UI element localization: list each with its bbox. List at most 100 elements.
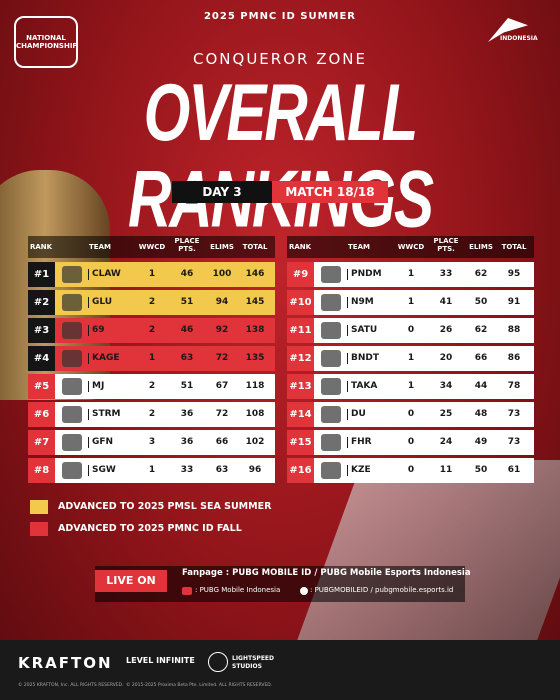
team-name: GLU: [92, 297, 113, 307]
elims-cell: 50: [474, 465, 488, 475]
team-divider: [347, 437, 348, 448]
team-logo: [321, 462, 341, 479]
total-cell: 78: [507, 381, 521, 391]
table-row: #7 GFN 3 36 66 102: [28, 430, 275, 455]
team-name: KAGE: [92, 353, 120, 363]
metal-decoration: [297, 460, 560, 640]
team-divider: [88, 269, 89, 280]
wwcd-cell: 2: [148, 325, 156, 335]
logo-left: NATIONAL CHAMPIONSHIP: [14, 16, 78, 68]
copyright-1: © 2025 KRAFTON, Inc. ALL RIGHTS RESERVED…: [18, 683, 124, 688]
team-name: CLAW: [92, 269, 121, 279]
team-name: BNDT: [351, 353, 380, 363]
wwcd-cell: 1: [407, 297, 415, 307]
place-cell: 24: [439, 437, 453, 447]
total-cell: 135: [245, 353, 265, 363]
table-row: #4 KAGE 1 63 72 135: [28, 346, 275, 371]
rank-cell: #10: [287, 290, 314, 315]
table-row: #8 SGW 1 33 63 96: [28, 458, 275, 483]
table-row: #12 BNDT 1 20 66 86: [287, 346, 534, 371]
elims-cell: 72: [215, 409, 229, 419]
place-cell: 33: [439, 269, 453, 279]
rank-cell: #1: [28, 262, 55, 287]
team-logo: [62, 294, 82, 311]
table-row: #13 TAKA 1 34 44 78: [287, 374, 534, 399]
youtube: : PUBG Mobile Indonesia: [195, 586, 281, 594]
bottom-bar: [0, 640, 560, 700]
wwcd-cell: 2: [148, 297, 156, 307]
column-header: PLACE PTS.: [433, 237, 459, 253]
wwcd-cell: 1: [407, 381, 415, 391]
elims-cell: 66: [215, 437, 229, 447]
elims-cell: 50: [474, 297, 488, 307]
elims-cell: 92: [215, 325, 229, 335]
total-cell: 95: [507, 269, 521, 279]
total-cell: 145: [245, 297, 265, 307]
wwcd-cell: 0: [407, 465, 415, 475]
rank-cell: #9: [287, 262, 314, 287]
lightspeed: LIGHTSPEED STUDIOS: [232, 655, 274, 670]
wwcd-cell: 3: [148, 437, 156, 447]
team-name: FHR: [351, 437, 372, 447]
total-cell: 96: [248, 465, 262, 475]
column-header: TOTAL: [242, 243, 268, 251]
column-header: RANK: [288, 243, 312, 251]
elims-cell: 67: [215, 381, 229, 391]
total-cell: 88: [507, 325, 521, 335]
place-cell: 46: [180, 325, 194, 335]
wwcd-cell: 1: [148, 465, 156, 475]
table-row: #5 MJ 2 51 67 118: [28, 374, 275, 399]
team-name: MJ: [92, 381, 105, 391]
team-logo: [62, 406, 82, 423]
total-cell: 108: [245, 409, 265, 419]
place-cell: 51: [180, 381, 194, 391]
total-cell: 73: [507, 437, 521, 447]
team-divider: [347, 409, 348, 420]
team-logo: [62, 462, 82, 479]
column-header: ELIMS: [469, 243, 493, 251]
team-logo: [62, 322, 82, 339]
wwcd-cell: 1: [407, 353, 415, 363]
rank-cell: #5: [28, 374, 55, 399]
elims-cell: 66: [474, 353, 488, 363]
rank-cell: #4: [28, 346, 55, 371]
team-name: KZE: [351, 465, 371, 475]
table-row: #14 DU 0 25 48 73: [287, 402, 534, 427]
rank-cell: #2: [28, 290, 55, 315]
day-label: DAY 3: [172, 181, 272, 203]
tiktok: : PUBGMOBILEID / pubgmobile.esports.id: [310, 586, 454, 594]
team-name: GFN: [92, 437, 114, 447]
place-cell: 36: [180, 409, 194, 419]
place-cell: 26: [439, 325, 453, 335]
total-cell: 86: [507, 353, 521, 363]
rank-cell: #14: [287, 402, 314, 427]
team-divider: [347, 269, 348, 280]
team-logo: [321, 350, 341, 367]
wwcd-cell: 1: [148, 269, 156, 279]
elims-cell: 94: [215, 297, 229, 307]
rank-cell: #6: [28, 402, 55, 427]
team-divider: [88, 353, 89, 364]
team-divider: [88, 437, 89, 448]
team-divider: [88, 465, 89, 476]
team-logo: [321, 266, 341, 283]
elims-cell: 62: [474, 269, 488, 279]
wwcd-cell: 0: [407, 409, 415, 419]
legend-swatch: [30, 522, 48, 536]
team-name: STRM: [92, 409, 121, 419]
column-header: WWCD: [138, 243, 166, 251]
total-cell: 102: [245, 437, 265, 447]
team-divider: [347, 465, 348, 476]
rank-cell: #12: [287, 346, 314, 371]
wwcd-cell: 2: [148, 381, 156, 391]
place-cell: 34: [439, 381, 453, 391]
wwcd-cell: 1: [148, 353, 156, 363]
team-divider: [88, 381, 89, 392]
column-header: WWCD: [397, 243, 425, 251]
table-row: #16 KZE 0 11 50 61: [287, 458, 534, 483]
table-row: #10 N9M 1 41 50 91: [287, 290, 534, 315]
team-divider: [347, 297, 348, 308]
elims-cell: 48: [474, 409, 488, 419]
team-logo: [321, 378, 341, 395]
team-logo: [62, 434, 82, 451]
